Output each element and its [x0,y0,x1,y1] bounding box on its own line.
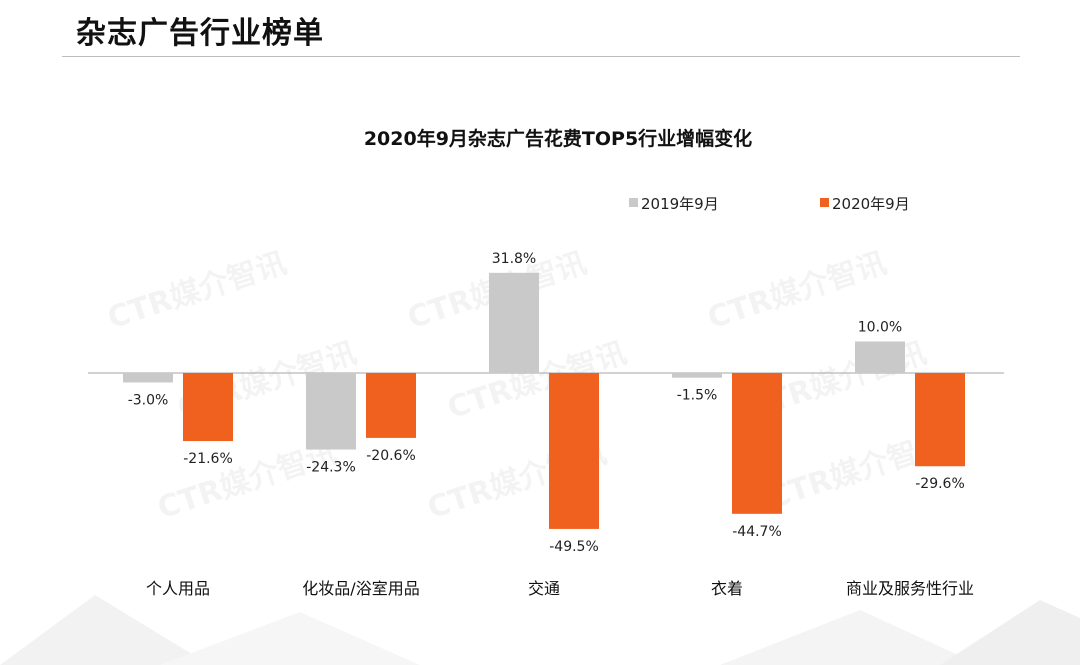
bar-2020-2 [549,373,599,529]
value-label-2019-0: -3.0% [128,392,169,408]
bar-2019-4 [855,341,905,373]
bar-2019-1 [306,373,356,450]
bar-2019-2 [489,272,539,373]
legend-label-1: 2020年9月 [832,195,910,213]
category-label-0: 个人用品 [146,579,210,598]
legend: 2019年9月 2020年9月 [629,195,910,213]
value-label-2019-4: 10.0% [858,320,902,336]
title-divider [62,56,1020,57]
bars-group [123,272,965,529]
value-labels-group: -3.0% -24.3% 31.8% -1.5% 10.0% -21.6% -20.6% -4… [128,251,965,555]
value-label-2020-3: -44.7% [732,524,782,540]
bar-2019-0 [123,373,173,383]
bar-2020-1 [366,373,416,438]
legend-swatch-0 [629,198,638,207]
category-label-2: 交通 [528,579,560,598]
bar-2019-3 [672,373,722,378]
page-title: 杂志广告行业榜单 [76,16,324,51]
chart-title: 2020年9月杂志广告花费TOP5行业增幅变化 [364,127,752,150]
watermark-0: CTR媒介智讯 [103,246,290,337]
value-label-2019-2: 31.8% [492,251,536,267]
value-label-2020-2: -49.5% [549,539,599,555]
legend-label-0: 2019年9月 [641,195,719,213]
category-label-1: 化妆品/浴室用品 [302,579,419,598]
value-label-2019-1: -24.3% [306,460,356,476]
bar-2020-0 [183,373,233,442]
category-label-4: 商业及服务性行业 [846,579,974,598]
bar-2020-3 [732,373,782,514]
bar-2020-4 [915,373,965,467]
value-label-2020-4: -29.6% [915,476,965,492]
value-label-2020-1: -20.6% [366,448,416,464]
value-label-2020-0: -21.6% [183,451,233,467]
category-label-3: 衣着 [711,579,743,598]
value-label-2019-3: -1.5% [677,388,718,404]
category-labels-group: 个人用品 化妆品/浴室用品 交通 衣着 商业及服务性行业 [146,579,974,598]
legend-swatch-1 [820,198,829,207]
